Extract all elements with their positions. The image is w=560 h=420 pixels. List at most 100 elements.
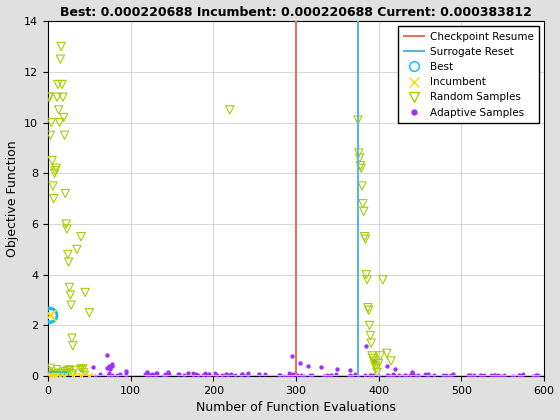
Point xyxy=(424,370,433,377)
Point xyxy=(477,372,486,378)
Point xyxy=(57,43,66,50)
Point xyxy=(357,165,366,171)
Point xyxy=(412,373,421,379)
Point xyxy=(48,373,57,380)
Point xyxy=(60,373,69,380)
Point xyxy=(45,373,54,380)
Point xyxy=(188,370,197,377)
Point xyxy=(58,369,67,376)
Point xyxy=(344,373,353,379)
Point xyxy=(362,271,371,278)
Point xyxy=(105,366,114,373)
Point xyxy=(102,365,111,372)
Point xyxy=(46,312,55,319)
Point xyxy=(400,372,409,378)
Point xyxy=(47,119,56,126)
Point xyxy=(285,370,294,377)
Point xyxy=(529,372,538,379)
Point xyxy=(238,371,247,378)
Point xyxy=(71,366,80,373)
Point xyxy=(213,372,222,379)
Point xyxy=(465,371,474,378)
Point xyxy=(184,370,193,376)
Point xyxy=(391,365,400,372)
Point xyxy=(199,371,208,378)
Point xyxy=(221,370,230,377)
Point xyxy=(386,373,395,380)
Point xyxy=(56,369,65,376)
Point xyxy=(173,371,182,378)
Point xyxy=(510,372,519,379)
Point xyxy=(407,369,416,376)
Point xyxy=(414,372,423,379)
Point xyxy=(438,372,447,379)
Point xyxy=(121,370,130,377)
Point xyxy=(226,370,235,377)
Point xyxy=(113,372,122,378)
Point xyxy=(445,373,454,379)
Point xyxy=(356,162,365,169)
Point xyxy=(81,372,90,378)
Point xyxy=(52,165,60,171)
Point xyxy=(476,371,485,378)
Point xyxy=(500,373,508,379)
Point xyxy=(62,220,71,227)
Point xyxy=(371,362,380,369)
Point xyxy=(152,373,161,379)
Point xyxy=(378,276,387,283)
Point xyxy=(108,360,117,367)
Point xyxy=(361,236,370,243)
Point xyxy=(358,200,367,207)
Point xyxy=(46,370,55,377)
Point xyxy=(469,372,478,379)
Point xyxy=(60,132,69,139)
Point xyxy=(372,365,381,372)
Point xyxy=(306,371,315,378)
Point xyxy=(61,190,70,197)
Point xyxy=(244,370,253,377)
Point xyxy=(345,372,354,378)
Point xyxy=(77,366,86,373)
Point xyxy=(64,259,73,265)
Point xyxy=(446,371,455,378)
Point xyxy=(351,371,360,378)
Point xyxy=(490,372,499,378)
Point xyxy=(66,291,74,298)
Point xyxy=(370,360,379,367)
Point xyxy=(363,304,372,311)
Point xyxy=(51,168,60,174)
Point xyxy=(52,373,60,380)
Point xyxy=(45,312,54,319)
Point xyxy=(63,367,72,373)
Point xyxy=(80,369,89,375)
Point xyxy=(300,373,309,379)
Point xyxy=(449,371,458,378)
Point xyxy=(192,370,200,377)
Point xyxy=(400,373,409,379)
Point xyxy=(424,373,433,379)
Point xyxy=(146,372,155,378)
Point xyxy=(45,94,54,100)
Point xyxy=(107,372,116,378)
Point xyxy=(47,373,56,380)
Point xyxy=(58,81,67,88)
Point xyxy=(62,370,71,377)
Point xyxy=(164,369,172,376)
Point xyxy=(67,302,76,309)
Point xyxy=(500,372,508,378)
Title: Best: 0.000220688 Incumbent: 0.000220688 Current: 0.000383812: Best: 0.000220688 Incumbent: 0.000220688… xyxy=(60,5,532,18)
Point xyxy=(143,370,152,377)
Point xyxy=(364,307,373,314)
Point xyxy=(354,150,363,156)
Point xyxy=(59,114,68,121)
Point xyxy=(383,371,392,378)
Point xyxy=(424,372,433,378)
Point xyxy=(46,132,55,139)
Point xyxy=(244,372,253,378)
Point xyxy=(65,284,74,291)
Point xyxy=(382,350,391,357)
Point xyxy=(200,370,209,377)
Point xyxy=(81,289,90,296)
Point xyxy=(307,372,316,379)
X-axis label: Number of Function Evaluations: Number of Function Evaluations xyxy=(196,402,396,415)
